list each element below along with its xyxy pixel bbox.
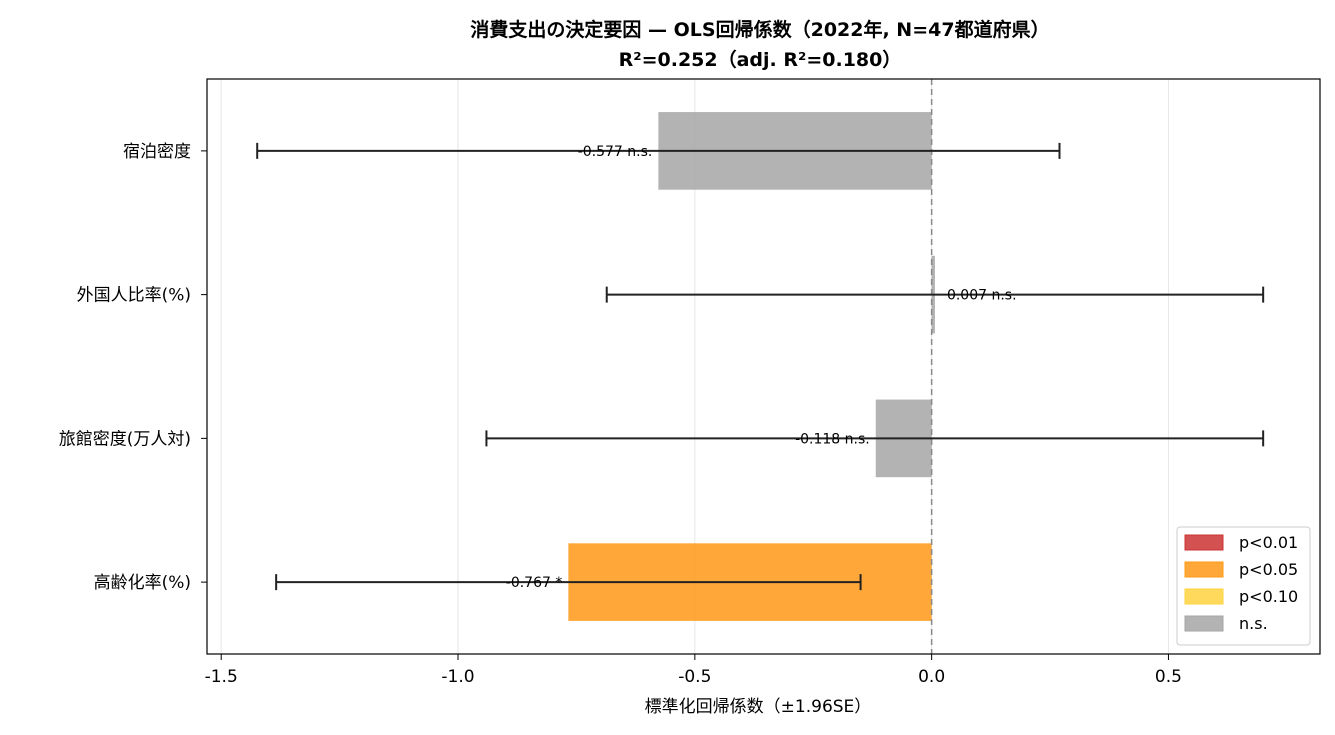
x-tick-label: -0.5 <box>678 667 711 687</box>
error-bars <box>256 142 1265 591</box>
x-tick-label: -1.0 <box>441 667 474 687</box>
y-tick-label: 旅館密度(万人対) <box>59 429 191 449</box>
chart-title: 消費支出の決定要因 — OLS回帰係数（2022年, N=47都道府県） <box>470 18 1049 41</box>
x-tick-label: -1.5 <box>205 667 238 687</box>
chart-subtitle: R²=0.252（adj. R²=0.180） <box>619 48 902 71</box>
x-axis-label: 標準化回帰係数（±1.96SE） <box>645 697 872 717</box>
legend-label: n.s. <box>1239 614 1268 633</box>
data-label: -0.118 n.s. <box>795 431 870 447</box>
data-label: -0.577 n.s. <box>578 144 653 160</box>
legend-swatch <box>1184 534 1224 551</box>
legend-swatch <box>1184 561 1224 578</box>
data-labels: -0.577 n.s. 0.007 n.s. -0.118 n.s. -0.767 * <box>506 144 1017 591</box>
legend-label: p<0.05 <box>1239 560 1298 579</box>
legend-label: p<0.01 <box>1239 533 1298 552</box>
data-label: -0.767 * <box>506 575 563 591</box>
data-label: 0.007 n.s. <box>947 288 1017 304</box>
legend-label: p<0.10 <box>1239 587 1298 606</box>
y-tick-label: 宿泊密度 <box>123 142 191 162</box>
x-axis-ticks: -1.5 -1.0 -0.5 0.0 0.5 <box>205 654 1182 687</box>
legend: p<0.01 p<0.05 p<0.10 n.s. <box>1176 526 1311 646</box>
x-tick-label: 0.5 <box>1155 667 1182 687</box>
x-tick-label: 0.0 <box>918 667 945 687</box>
bars <box>568 112 935 621</box>
legend-swatch <box>1184 588 1224 605</box>
y-tick-label: 高齢化率(%) <box>94 573 191 593</box>
plot-area-frame <box>206 78 1321 655</box>
legend-swatch <box>1184 615 1224 632</box>
y-tick-label: 外国人比率(%) <box>77 286 191 306</box>
